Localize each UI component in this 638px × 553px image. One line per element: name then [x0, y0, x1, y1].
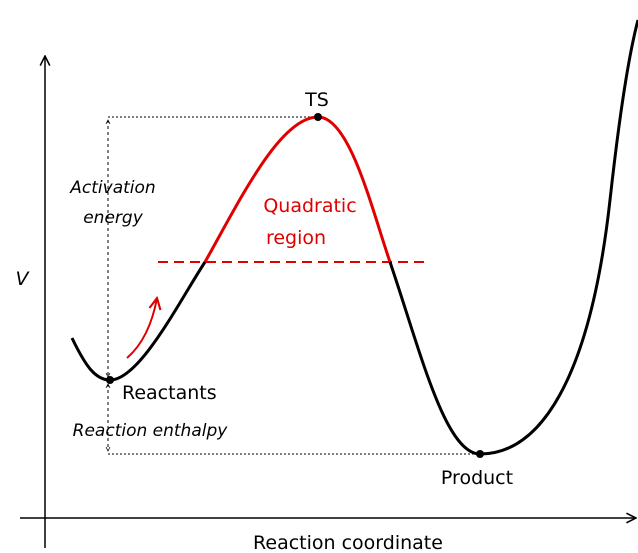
point: [476, 450, 484, 458]
quadratic-label: Quadratic: [263, 195, 356, 217]
activation-label: Activation: [69, 178, 155, 198]
enthalpy-label: Reaction enthalpy: [73, 421, 229, 441]
point: [314, 113, 322, 121]
x-label: Reaction coordinate: [253, 532, 443, 553]
guides: [108, 116, 480, 455]
point: [106, 376, 114, 384]
curve: [388, 19, 638, 456]
product-label: Product: [441, 467, 513, 489]
activation-label: energy: [83, 208, 143, 228]
quadratic-label: region: [266, 227, 326, 249]
arrow: [126, 298, 157, 359]
ts-label: TS: [304, 89, 329, 111]
reactants-label: Reactants: [122, 382, 217, 404]
y-label: V: [16, 268, 31, 290]
curve: [70, 261, 207, 382]
